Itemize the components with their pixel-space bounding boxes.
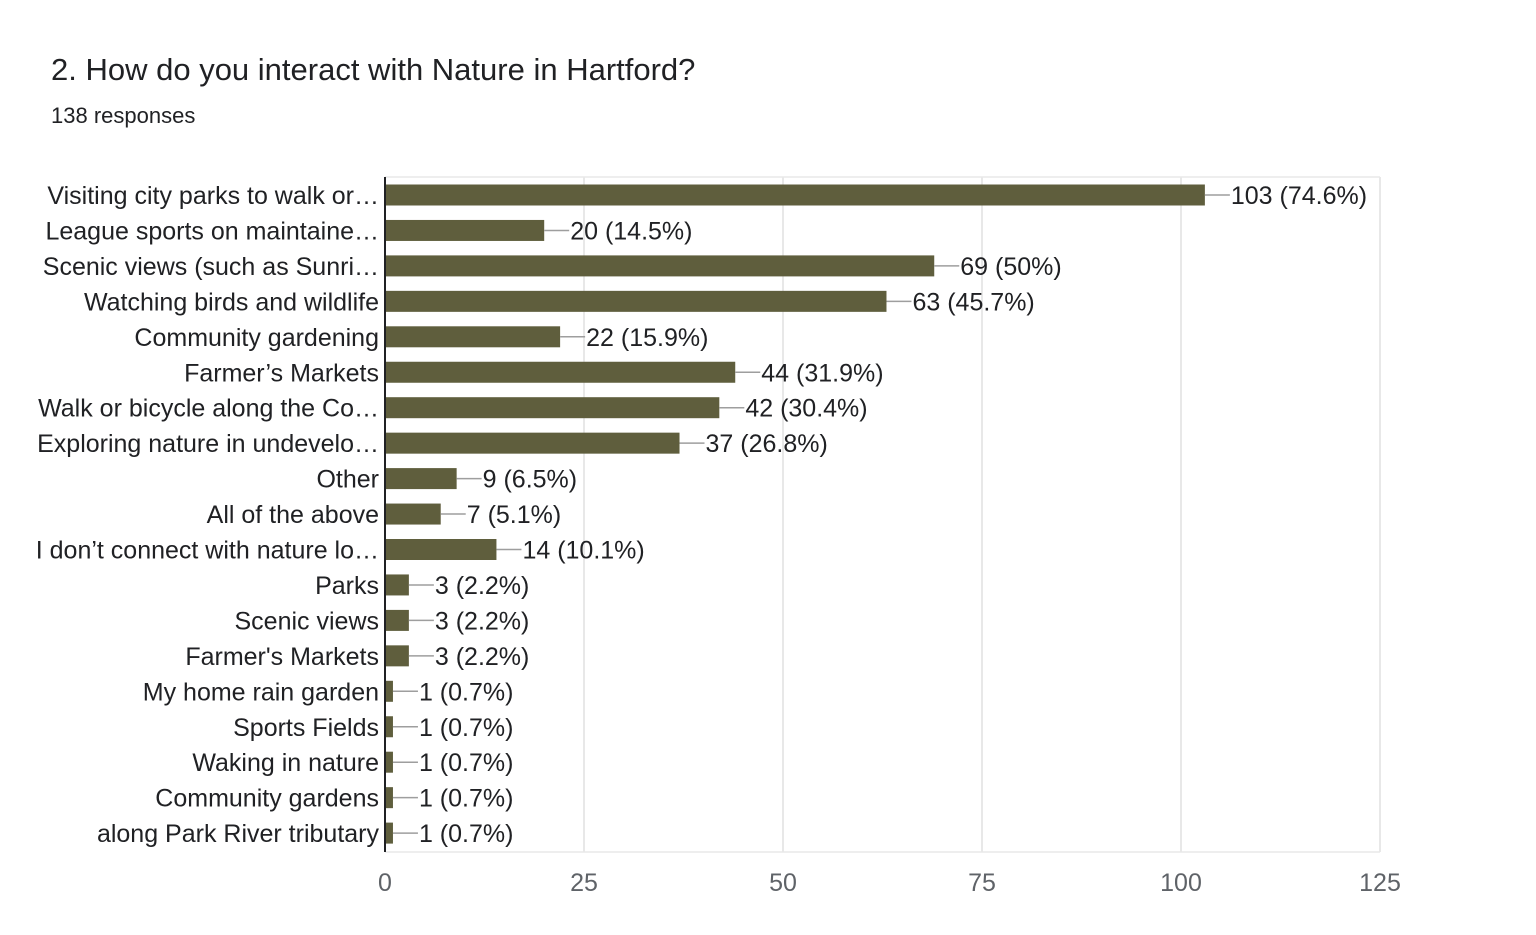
category-label: Community gardening [134, 324, 379, 352]
category-label: League sports on maintaine… [45, 217, 379, 245]
category-label: Other [316, 466, 379, 494]
category-label: My home rain garden [143, 678, 379, 706]
bar [385, 680, 393, 702]
bar [385, 290, 887, 312]
bar [385, 326, 561, 348]
value-label: 1 (0.7%) [419, 785, 513, 813]
value-label: 103 (74.6%) [1231, 182, 1367, 210]
labels: 0 25 50 75 100 125 103 (74.6%) Visiting city pa… [36, 182, 1401, 897]
category-label: I don’t connect with nature lo… [36, 537, 379, 565]
value-label: 1 (0.7%) [419, 678, 513, 706]
x-tick-label: 0 [378, 869, 392, 897]
category-label: Waking in nature [192, 749, 379, 777]
category-label: Farmer’s Markets [184, 359, 379, 387]
value-label: 42 (30.4%) [745, 395, 867, 423]
value-label: 3 (2.2%) [435, 572, 529, 600]
bar [385, 219, 545, 241]
value-label: 20 (14.5%) [570, 217, 692, 245]
x-tick-label: 125 [1359, 869, 1401, 897]
value-label: 69 (50%) [960, 253, 1061, 281]
category-label: Watching birds and wildlife [84, 288, 379, 316]
x-tick-label: 100 [1160, 869, 1202, 897]
bar [385, 503, 441, 525]
category-label: along Park River tributary [97, 820, 380, 848]
x-tick-label: 75 [968, 869, 996, 897]
value-label: 3 (2.2%) [435, 607, 529, 635]
bar [385, 468, 457, 490]
bar [385, 787, 393, 809]
value-label: 22 (15.9%) [586, 324, 708, 352]
response-count: 138 responses [51, 103, 196, 128]
value-label: 9 (6.5%) [483, 466, 577, 494]
value-label: 44 (31.9%) [761, 359, 883, 387]
value-label: 3 (2.2%) [435, 643, 529, 671]
category-label: Exploring nature in undevelo… [37, 430, 379, 458]
category-label: All of the above [207, 501, 379, 529]
bar [385, 609, 409, 631]
value-label: 7 (5.1%) [467, 501, 561, 529]
value-label: 1 (0.7%) [419, 820, 513, 848]
bars [385, 184, 1230, 844]
bar [385, 184, 1205, 206]
x-tick-label: 25 [570, 869, 598, 897]
bar [385, 716, 393, 738]
bar [385, 432, 680, 454]
bar [385, 822, 393, 844]
category-label: Parks [315, 572, 379, 600]
category-label: Scenic views [235, 607, 380, 635]
value-label: 14 (10.1%) [522, 537, 644, 565]
bar [385, 361, 736, 383]
x-tick-label: 50 [769, 869, 797, 897]
value-label: 1 (0.7%) [419, 714, 513, 742]
bar [385, 539, 497, 560]
category-label: Community gardens [155, 785, 379, 813]
category-label: Scenic views (such as Sunri… [43, 253, 379, 281]
category-label: Sports Fields [233, 714, 379, 742]
bar [385, 255, 935, 277]
value-label: 1 (0.7%) [419, 749, 513, 777]
bar [385, 751, 393, 773]
value-label: 37 (26.8%) [706, 430, 828, 458]
bar [385, 645, 409, 667]
value-label: 63 (45.7%) [912, 288, 1034, 316]
category-label: Visiting city parks to walk or… [47, 182, 379, 210]
bar [385, 397, 720, 419]
bar [385, 574, 409, 596]
category-label: Farmer's Markets [185, 643, 379, 671]
category-label: Walk or bicycle along the Co… [38, 395, 379, 423]
gridlines [385, 176, 1381, 853]
question-title: 2. How do you interact with Nature in Ha… [51, 52, 696, 87]
